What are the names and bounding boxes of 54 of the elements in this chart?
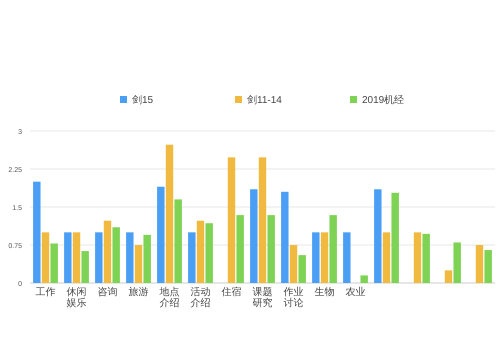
bar <box>72 232 80 283</box>
bar <box>312 232 320 283</box>
bar <box>228 157 236 283</box>
bar <box>64 232 72 283</box>
bar <box>320 232 328 283</box>
bar <box>112 227 120 283</box>
x-tick-label: 课题研究 <box>252 286 272 309</box>
bar <box>267 215 275 283</box>
bar <box>174 199 182 283</box>
bar <box>329 215 337 283</box>
bar <box>250 189 258 283</box>
bar <box>360 275 368 283</box>
bar <box>374 189 382 283</box>
bar <box>95 232 103 283</box>
x-tick-label: 地点介绍 <box>158 286 180 309</box>
bar <box>143 234 151 283</box>
bar <box>42 232 50 283</box>
bar <box>166 144 174 283</box>
x-tick-label: 住宿 <box>222 286 242 298</box>
x-tick-label: 农业 <box>346 286 366 298</box>
legend-label: 剑15 <box>132 94 154 106</box>
bar <box>258 157 266 283</box>
bar <box>134 245 142 283</box>
bar <box>157 186 165 283</box>
bar <box>81 251 89 283</box>
x-tick-label: 作业讨论 <box>282 286 304 309</box>
bar <box>476 245 484 283</box>
x-tick-label: 工作 <box>36 287 56 298</box>
bar <box>281 192 289 283</box>
legend-label: 剑11-14 <box>247 94 282 106</box>
bar <box>453 242 461 283</box>
bar <box>196 220 204 283</box>
bar <box>33 182 41 283</box>
bar <box>444 270 452 283</box>
x-tick-label: 生物 <box>314 286 334 298</box>
bar <box>290 245 298 283</box>
bar <box>188 232 196 283</box>
bar <box>205 223 213 283</box>
bar <box>382 232 390 283</box>
x-tick-label: 旅游 <box>128 286 148 298</box>
bar <box>343 232 351 283</box>
bar <box>422 234 430 283</box>
bar <box>391 192 399 283</box>
bar <box>414 232 422 283</box>
bar <box>50 243 58 283</box>
bar <box>298 255 306 283</box>
bar <box>104 220 112 283</box>
x-tick-label: 活动介绍 <box>190 286 210 309</box>
bar <box>126 232 134 283</box>
bar <box>236 215 244 283</box>
bar <box>484 250 492 283</box>
x-tick-label: 咨询 <box>98 286 118 298</box>
x-tick-label: 休闲娱乐 <box>66 286 86 309</box>
legend-label: 2019机经 <box>362 94 404 106</box>
